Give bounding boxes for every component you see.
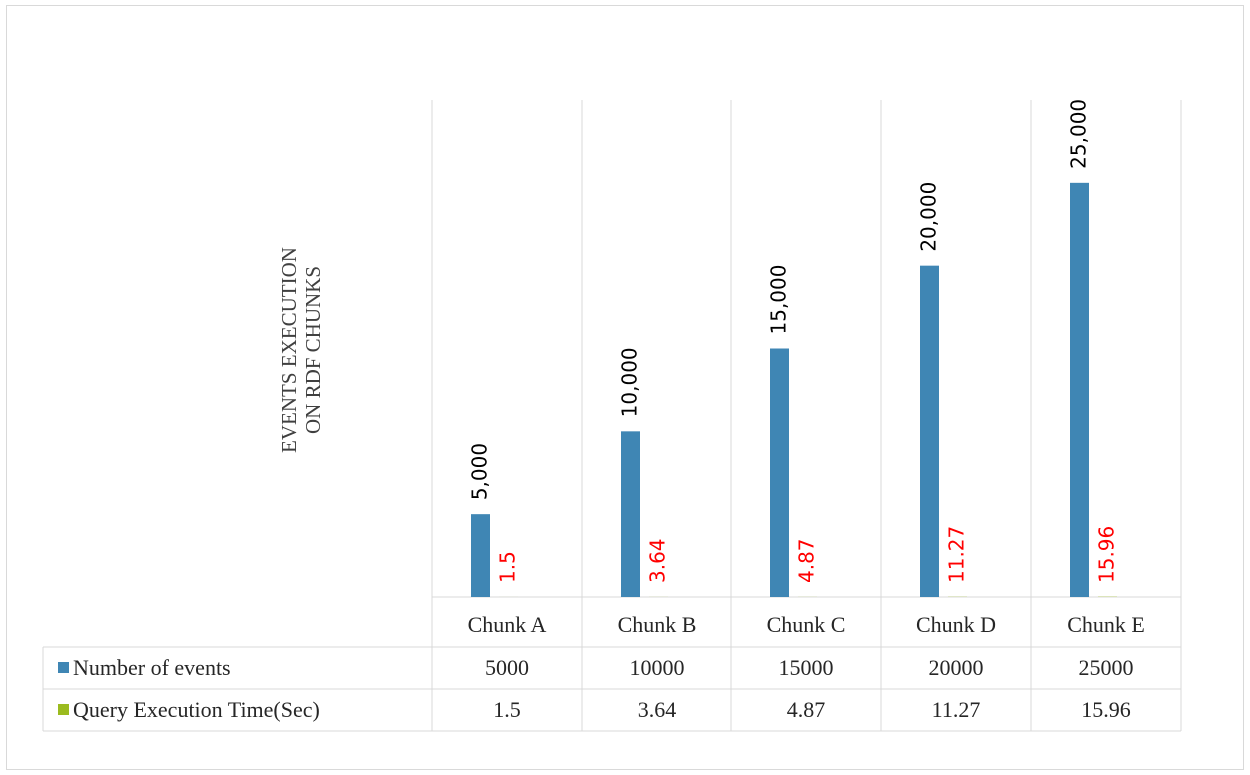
bar-number-of-events (770, 348, 789, 597)
legend-key-query-execution-time (58, 704, 69, 715)
table-cell-number-of-events: 25000 (1079, 655, 1134, 680)
data-label-query-execution-time: 4.87 (795, 538, 819, 583)
category-label: Chunk E (1067, 612, 1145, 637)
data-label-number-of-events: 10,000 (618, 347, 642, 417)
chart-frame (6, 5, 1244, 770)
table-cell-number-of-events: 15000 (779, 655, 834, 680)
table-cell-query-execution-time: 4.87 (787, 697, 826, 722)
category-label: Chunk A (468, 612, 547, 637)
data-label-number-of-events: 15,000 (767, 265, 791, 335)
table-cell-number-of-events: 20000 (929, 655, 984, 680)
data-label-number-of-events: 5,000 (468, 443, 492, 500)
category-label: Chunk B (618, 612, 697, 637)
table-cell-query-execution-time: 3.64 (638, 697, 677, 722)
data-label-query-execution-time: 11.27 (945, 526, 969, 583)
bar-number-of-events (1070, 182, 1089, 598)
chart-title-line: EVENTS EXECUTION (277, 247, 301, 453)
table-cell-query-execution-time: 1.5 (493, 697, 521, 722)
bar-number-of-events (920, 265, 939, 597)
bar-number-of-events (471, 514, 490, 597)
chart-title-line: ON RDF CHUNKS (301, 266, 325, 434)
bar-number-of-events (621, 431, 640, 597)
data-label-query-execution-time: 15.96 (1095, 526, 1119, 583)
legend-label-query-execution-time: Query Execution Time(Sec) (73, 697, 320, 722)
chart-title: EVENTS EXECUTIONON RDF CHUNKS (277, 247, 325, 453)
table-cell-query-execution-time: 11.27 (932, 697, 981, 722)
category-label: Chunk C (767, 612, 846, 637)
data-label-query-execution-time: 1.5 (496, 551, 520, 583)
data-label-number-of-events: 20,000 (917, 182, 941, 252)
legend-label-number-of-events: Number of events (73, 655, 231, 680)
data-label-number-of-events: 25,000 (1067, 99, 1091, 169)
table-cell-number-of-events: 5000 (485, 655, 529, 680)
legend-key-number-of-events (58, 662, 69, 673)
category-label: Chunk D (916, 612, 996, 637)
table-cell-query-execution-time: 15.96 (1081, 697, 1131, 722)
table-cell-number-of-events: 10000 (630, 655, 685, 680)
data-label-query-execution-time: 3.64 (646, 538, 670, 583)
